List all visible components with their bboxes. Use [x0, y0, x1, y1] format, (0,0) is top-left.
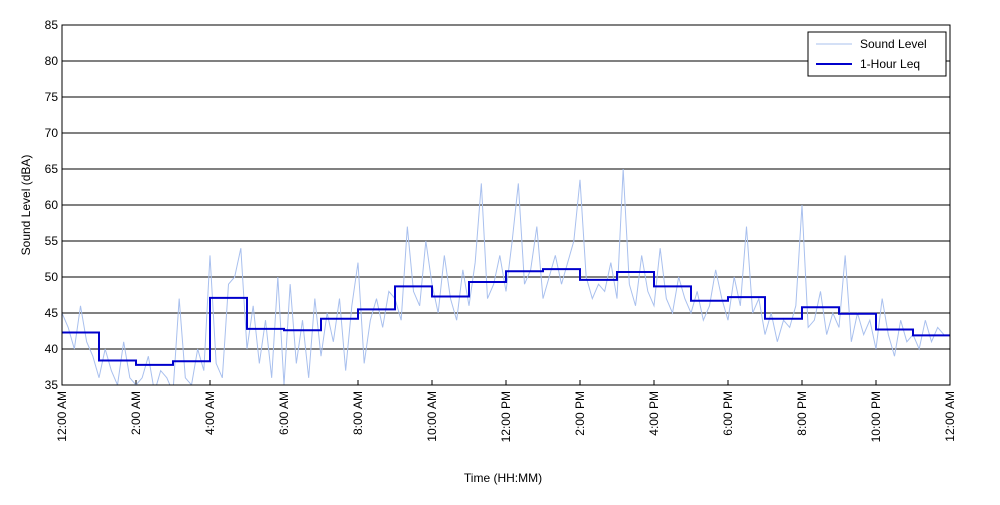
series-line: [62, 268, 950, 366]
x-tick-label: 2:00 AM: [129, 391, 143, 435]
x-tick-label: 2:00 PM: [573, 391, 587, 436]
y-tick-label: 70: [45, 126, 59, 140]
x-tick-label: 4:00 PM: [647, 391, 661, 436]
x-tick-label: 10:00 AM: [425, 391, 439, 442]
y-tick-label: 40: [45, 342, 59, 356]
x-tick-label: 6:00 PM: [721, 391, 735, 436]
y-tick-label: 50: [45, 270, 59, 284]
series-line: [62, 168, 945, 385]
x-tick-label: 6:00 AM: [277, 391, 291, 435]
legend-label: 1-Hour Leq: [860, 57, 920, 71]
x-axis-label: Time (HH:MM): [464, 471, 542, 485]
legend-box: [807, 31, 947, 77]
x-tick-label: 8:00 AM: [351, 391, 365, 435]
x-tick-label: 10:00 PM: [869, 391, 883, 442]
y-tick-label: 55: [45, 234, 59, 248]
x-tick-label: 12:00 AM: [943, 391, 957, 442]
y-tick-label: 80: [45, 54, 59, 68]
x-tick-label: 8:00 PM: [795, 391, 809, 436]
y-tick-label: 45: [45, 306, 59, 320]
y-tick-label: 65: [45, 162, 59, 176]
x-tick-label: 12:00 AM: [55, 391, 69, 442]
legend-label: Sound Level: [860, 37, 927, 51]
y-tick-label: 75: [45, 90, 59, 104]
plot-lines: [62, 168, 950, 385]
y-tick-label: 35: [45, 378, 59, 392]
x-tick-label: 12:00 PM: [499, 391, 513, 442]
y-tick-label: 85: [45, 18, 59, 32]
x-tick-label: 4:00 AM: [203, 391, 217, 435]
y-tick-label: 60: [45, 198, 59, 212]
y-axis-label: Sound Level (dBA): [19, 155, 33, 256]
plot-frame: [61, 24, 951, 386]
